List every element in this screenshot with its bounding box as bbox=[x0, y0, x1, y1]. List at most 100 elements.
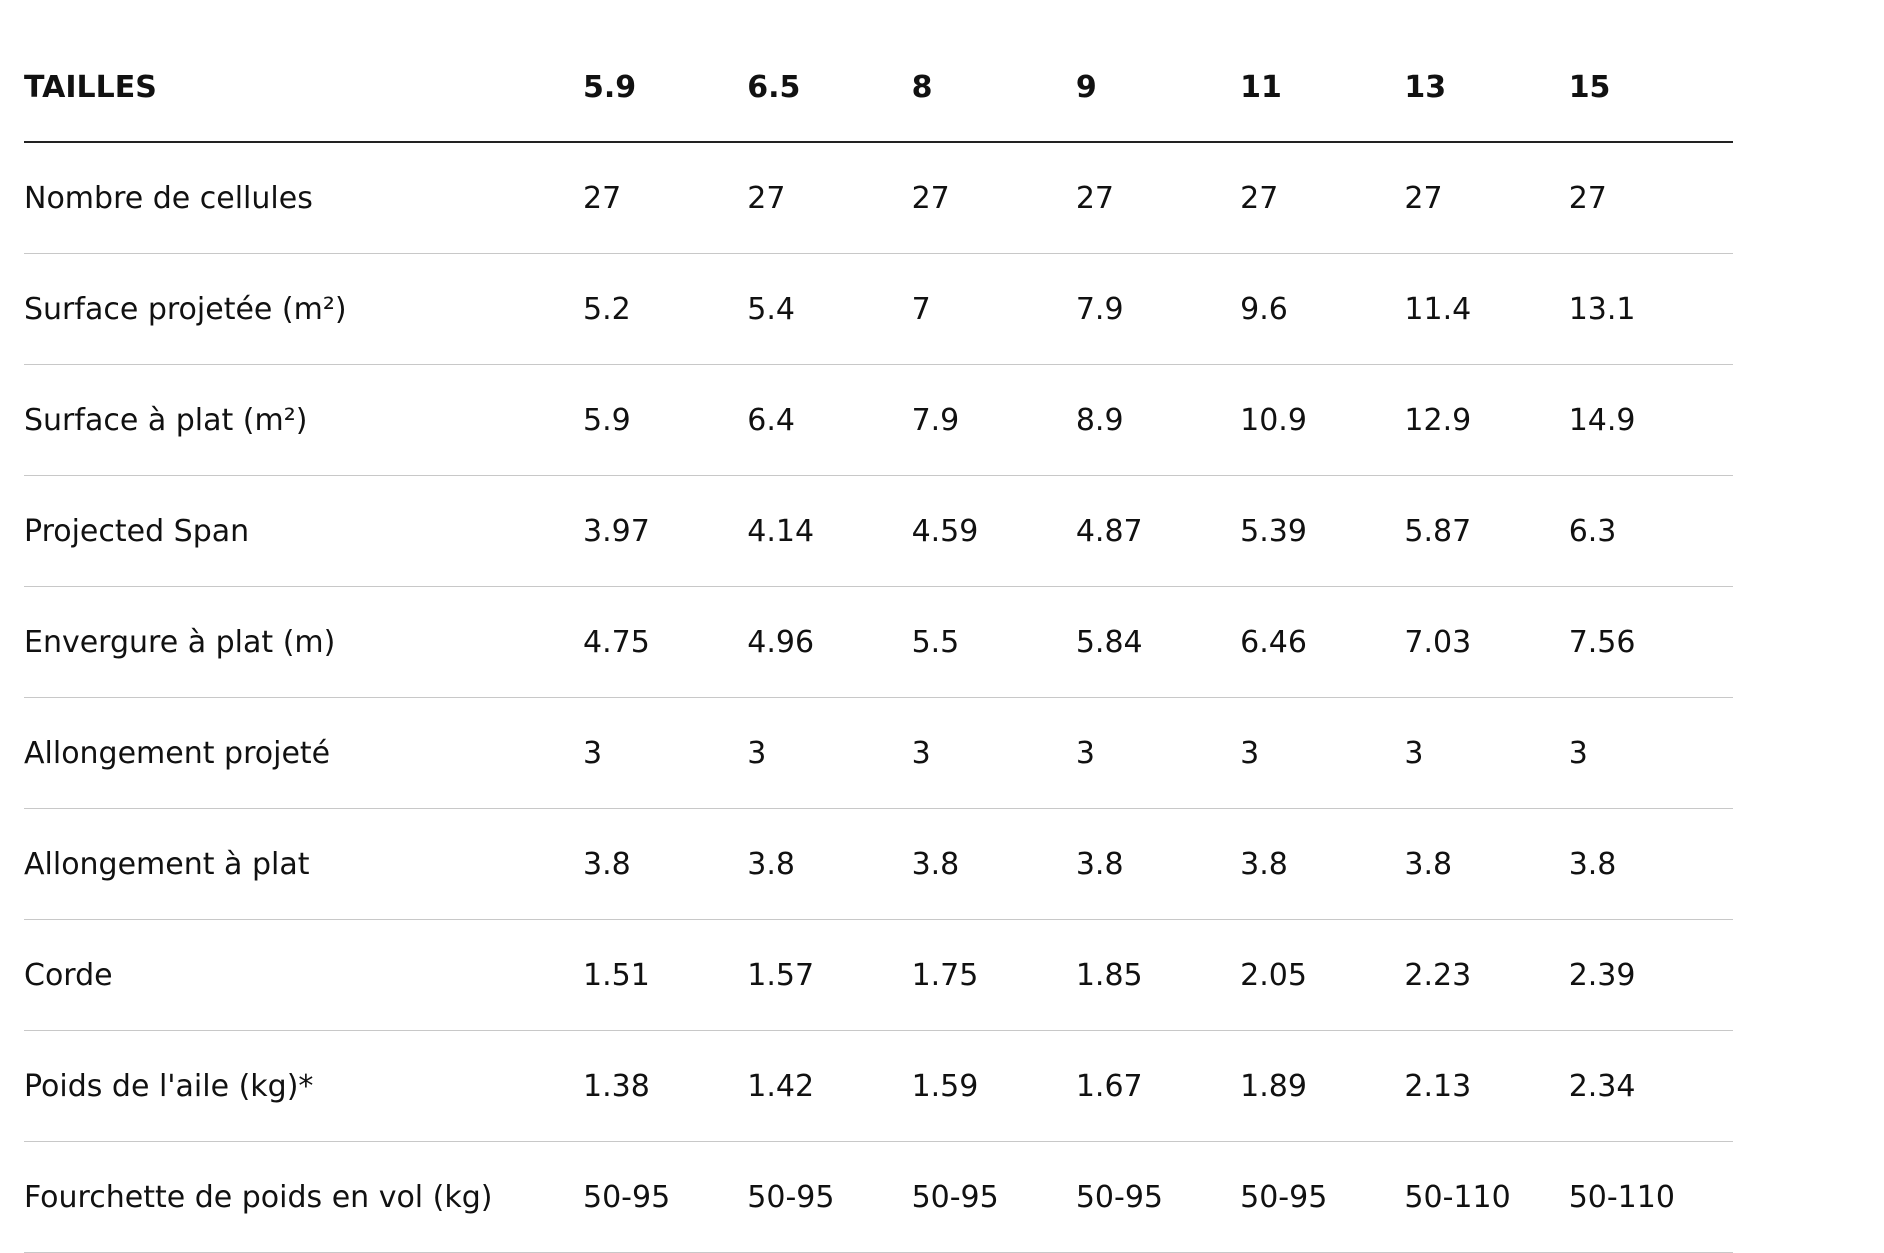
spec-value: 1.89 bbox=[1240, 1030, 1405, 1142]
spec-value: 27 bbox=[1568, 142, 1733, 254]
spec-value: 27 bbox=[1240, 142, 1405, 254]
spec-value: 27 bbox=[1075, 142, 1241, 254]
spec-value: 6.4 bbox=[747, 364, 912, 476]
spec-value: 7.9 bbox=[1075, 253, 1241, 365]
spec-value: 1.75 bbox=[911, 919, 1076, 1031]
spec-value: 3.8 bbox=[1240, 808, 1405, 920]
spec-value: 2.34 bbox=[1568, 1030, 1733, 1142]
spec-value: 1.51 bbox=[583, 919, 748, 1031]
spec-row: Nombre de cellules 27 27 27 27 27 27 27 bbox=[24, 142, 1733, 254]
spec-label: Allongement à plat bbox=[24, 808, 583, 920]
size-header: 13 bbox=[1404, 0, 1569, 143]
spec-value: 50-95 bbox=[583, 1141, 748, 1253]
header-row: TAILLES 5.9 6.5 8 9 11 13 15 bbox=[24, 0, 1733, 143]
spec-value: 3 bbox=[1404, 697, 1569, 809]
spec-value: 3.8 bbox=[911, 808, 1076, 920]
spec-value: 27 bbox=[911, 142, 1076, 254]
spec-value: 4.96 bbox=[747, 586, 912, 698]
size-header: 8 bbox=[911, 0, 1076, 143]
spec-row: Surface projetée (m²) 5.2 5.4 7 7.9 9.6 11.4 13… bbox=[24, 253, 1733, 365]
spec-value: 1.38 bbox=[583, 1030, 748, 1142]
size-header: 5.9 bbox=[583, 0, 748, 143]
spec-value: 7.9 bbox=[911, 364, 1076, 476]
spec-value: 7.03 bbox=[1404, 586, 1569, 698]
spec-value: 3 bbox=[1568, 697, 1733, 809]
spec-value: 1.59 bbox=[911, 1030, 1076, 1142]
spec-value: 50-95 bbox=[1240, 1141, 1405, 1253]
spec-value: 12.9 bbox=[1404, 364, 1569, 476]
spec-value: 50-110 bbox=[1568, 1141, 1733, 1253]
spec-row: Fourchette de poids en vol (kg) 50-95 50-9… bbox=[24, 1141, 1733, 1253]
spec-value: 27 bbox=[1404, 142, 1569, 254]
spec-value: 3 bbox=[1240, 697, 1405, 809]
spec-value: 5.2 bbox=[583, 253, 748, 365]
spec-row: Projected Span 3.97 4.14 4.59 4.87 5.39 5.87 6.… bbox=[24, 475, 1733, 587]
spec-value: 5.4 bbox=[747, 253, 912, 365]
size-header: 15 bbox=[1568, 0, 1733, 143]
spec-value: 5.5 bbox=[911, 586, 1076, 698]
spec-value: 11.4 bbox=[1404, 253, 1569, 365]
spec-label: Surface à plat (m²) bbox=[24, 364, 583, 476]
spec-value: 7.56 bbox=[1568, 586, 1733, 698]
spec-row: Corde 1.51 1.57 1.75 1.85 2.05 2.23 2.39 bbox=[24, 919, 1733, 1031]
spec-value: 1.57 bbox=[747, 919, 912, 1031]
spec-table: TAILLES 5.9 6.5 8 9 11 13 15 Nombre de cellules… bbox=[24, 0, 1733, 1253]
spec-value: 3.8 bbox=[1404, 808, 1569, 920]
spec-row: Surface à plat (m²) 5.9 6.4 7.9 8.9 10.9 12.9 1… bbox=[24, 364, 1733, 476]
spec-value: 3.8 bbox=[583, 808, 748, 920]
spec-value: 9.6 bbox=[1240, 253, 1405, 365]
spec-value: 50-95 bbox=[911, 1141, 1076, 1253]
spec-value: 2.23 bbox=[1404, 919, 1569, 1031]
size-header: 6.5 bbox=[747, 0, 912, 143]
spec-label: Poids de l'aile (kg)* bbox=[24, 1030, 583, 1142]
spec-value: 27 bbox=[583, 142, 748, 254]
spec-row: Allongement à plat 3.8 3.8 3.8 3.8 3.8 3.8 3.8 bbox=[24, 808, 1733, 920]
spec-value: 50-95 bbox=[747, 1141, 912, 1253]
spec-value: 3.97 bbox=[583, 475, 748, 587]
spec-value: 4.59 bbox=[911, 475, 1076, 587]
spec-value: 1.67 bbox=[1075, 1030, 1241, 1142]
spec-value: 4.87 bbox=[1075, 475, 1241, 587]
spec-label: Nombre de cellules bbox=[24, 142, 583, 254]
spec-label: Projected Span bbox=[24, 475, 583, 587]
spec-value: 5.84 bbox=[1075, 586, 1241, 698]
spec-label: Envergure à plat (m) bbox=[24, 586, 583, 698]
spec-label: Fourchette de poids en vol (kg) bbox=[24, 1141, 583, 1253]
spec-value: 6.46 bbox=[1240, 586, 1405, 698]
size-header: 9 bbox=[1075, 0, 1241, 143]
spec-value: 3 bbox=[1075, 697, 1241, 809]
spec-value: 2.13 bbox=[1404, 1030, 1569, 1142]
spec-value: 5.39 bbox=[1240, 475, 1405, 587]
spec-value: 10.9 bbox=[1240, 364, 1405, 476]
header-label: TAILLES bbox=[24, 0, 583, 143]
spec-label: Allongement projeté bbox=[24, 697, 583, 809]
spec-value: 7 bbox=[911, 253, 1076, 365]
spec-value: 13.1 bbox=[1568, 253, 1733, 365]
size-header: 11 bbox=[1240, 0, 1405, 143]
spec-value: 14.9 bbox=[1568, 364, 1733, 476]
spec-value: 6.3 bbox=[1568, 475, 1733, 587]
spec-value: 3 bbox=[911, 697, 1076, 809]
spec-label: Corde bbox=[24, 919, 583, 1031]
spec-value: 5.9 bbox=[583, 364, 748, 476]
spec-value: 4.75 bbox=[583, 586, 748, 698]
spec-value: 4.14 bbox=[747, 475, 912, 587]
spec-value: 3 bbox=[583, 697, 748, 809]
spec-row: Allongement projeté 3 3 3 3 3 3 3 bbox=[24, 697, 1733, 809]
spec-value: 3.8 bbox=[747, 808, 912, 920]
spec-value: 1.42 bbox=[747, 1030, 912, 1142]
spec-value: 3.8 bbox=[1568, 808, 1733, 920]
spec-value: 2.39 bbox=[1568, 919, 1733, 1031]
spec-value: 27 bbox=[747, 142, 912, 254]
spec-value: 3.8 bbox=[1075, 808, 1241, 920]
spec-row: Envergure à plat (m) 4.75 4.96 5.5 5.84 6.46 7… bbox=[24, 586, 1733, 698]
spec-value: 50-110 bbox=[1404, 1141, 1569, 1253]
spec-value: 50-95 bbox=[1075, 1141, 1241, 1253]
spec-row: Poids de l'aile (kg)* 1.38 1.42 1.59 1.67 1.8… bbox=[24, 1030, 1733, 1142]
spec-value: 1.85 bbox=[1075, 919, 1241, 1031]
spec-value: 5.87 bbox=[1404, 475, 1569, 587]
spec-label: Surface projetée (m²) bbox=[24, 253, 583, 365]
spec-value: 2.05 bbox=[1240, 919, 1405, 1031]
spec-value: 8.9 bbox=[1075, 364, 1241, 476]
